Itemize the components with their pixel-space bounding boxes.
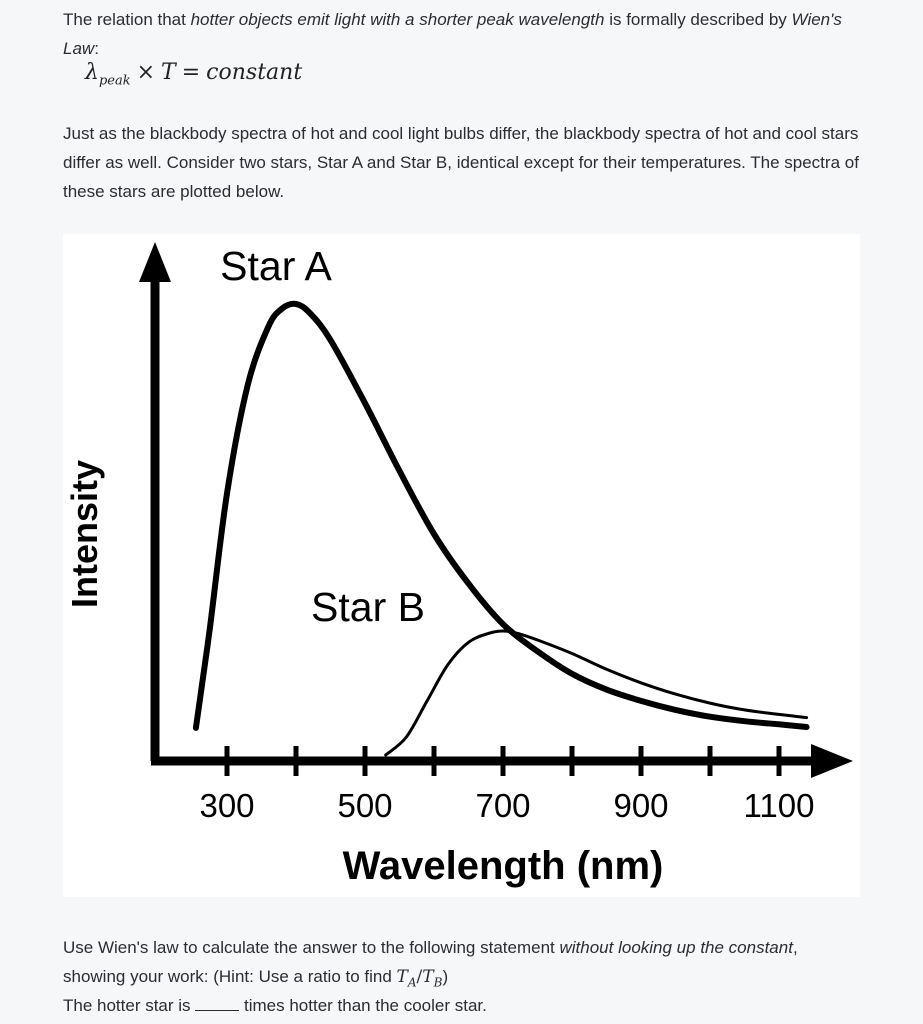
y-axis-arrow <box>139 242 171 282</box>
wien-equation: λpeak × T = constant <box>85 60 302 88</box>
intro-text-1: The relation that <box>63 10 191 29</box>
intro-text-3: : <box>94 39 99 58</box>
intro-emphasis-1: hotter objects emit light with a shorter… <box>190 10 605 29</box>
x-tick-label: 900 <box>613 787 668 824</box>
equation-times: × <box>136 60 156 85</box>
equation-rhs: constant <box>206 60 303 85</box>
x-tick-label: 300 <box>199 787 254 824</box>
question-text-3: ) <box>442 967 449 986</box>
temperature-ratio: TA/TB <box>396 967 443 990</box>
series-layer: Star A Star B <box>192 243 810 757</box>
x-axis-ticks: 300 500 700 900 1100 <box>199 746 814 824</box>
spectra-chart: 300 500 700 900 1100 Star A Star B Wavelength… <box>63 234 860 897</box>
intro-paragraph: The relation that hotter objects emit li… <box>63 5 863 63</box>
series-line-star-b <box>384 629 809 757</box>
question-text-1: Use Wien's law to calculate the answer t… <box>63 938 560 957</box>
y-axis-label: Intensity <box>64 460 105 608</box>
ratio-t-a: T <box>396 967 408 987</box>
statement-text-2: times hotter than the cooler star. <box>239 996 487 1015</box>
series-label-star-b: Star B <box>311 584 425 630</box>
x-axis-arrow <box>811 744 853 778</box>
answer-blank[interactable] <box>195 995 240 1011</box>
spectra-chart-svg: 300 500 700 900 1100 Star A Star B Wavelength… <box>64 242 853 888</box>
ratio-sub-b: B <box>433 975 443 990</box>
chart-axes <box>139 242 853 778</box>
statement-text-1: The hotter star is <box>63 996 196 1015</box>
intro-text-2: is formally described by <box>604 10 792 29</box>
ratio-slash: / <box>416 967 423 987</box>
ratio-sub-a: A <box>407 975 417 990</box>
question-emphasis: without looking up the constant <box>559 938 793 957</box>
context-paragraph: Just as the blackbody spectra of hot and… <box>63 124 859 201</box>
question-text-2: , showing your work: (Hint: Use a ratio … <box>63 938 798 986</box>
equation-subscript: peak <box>98 73 131 89</box>
series-line-star-a <box>192 300 810 731</box>
equation-equals: = <box>181 60 201 85</box>
ratio-t-b: T <box>422 967 434 987</box>
labels-layer: Wavelength (nm) Intensity <box>64 460 663 888</box>
question-paragraph: Use Wien's law to calculate the answer t… <box>63 933 863 997</box>
x-axis-label: Wavelength (nm) <box>343 844 664 888</box>
equation-lambda: λ <box>85 60 99 85</box>
answer-statement: The hotter star is times hotter than the… <box>63 991 863 1020</box>
series-label-star-a: Star A <box>220 243 332 289</box>
x-tick-label: 1100 <box>744 787 815 824</box>
x-tick-label: 700 <box>475 787 530 824</box>
equation-t: T <box>161 60 176 85</box>
intro-emphasis-2: Wien's Law <box>63 10 842 58</box>
x-tick-label: 500 <box>337 787 392 824</box>
